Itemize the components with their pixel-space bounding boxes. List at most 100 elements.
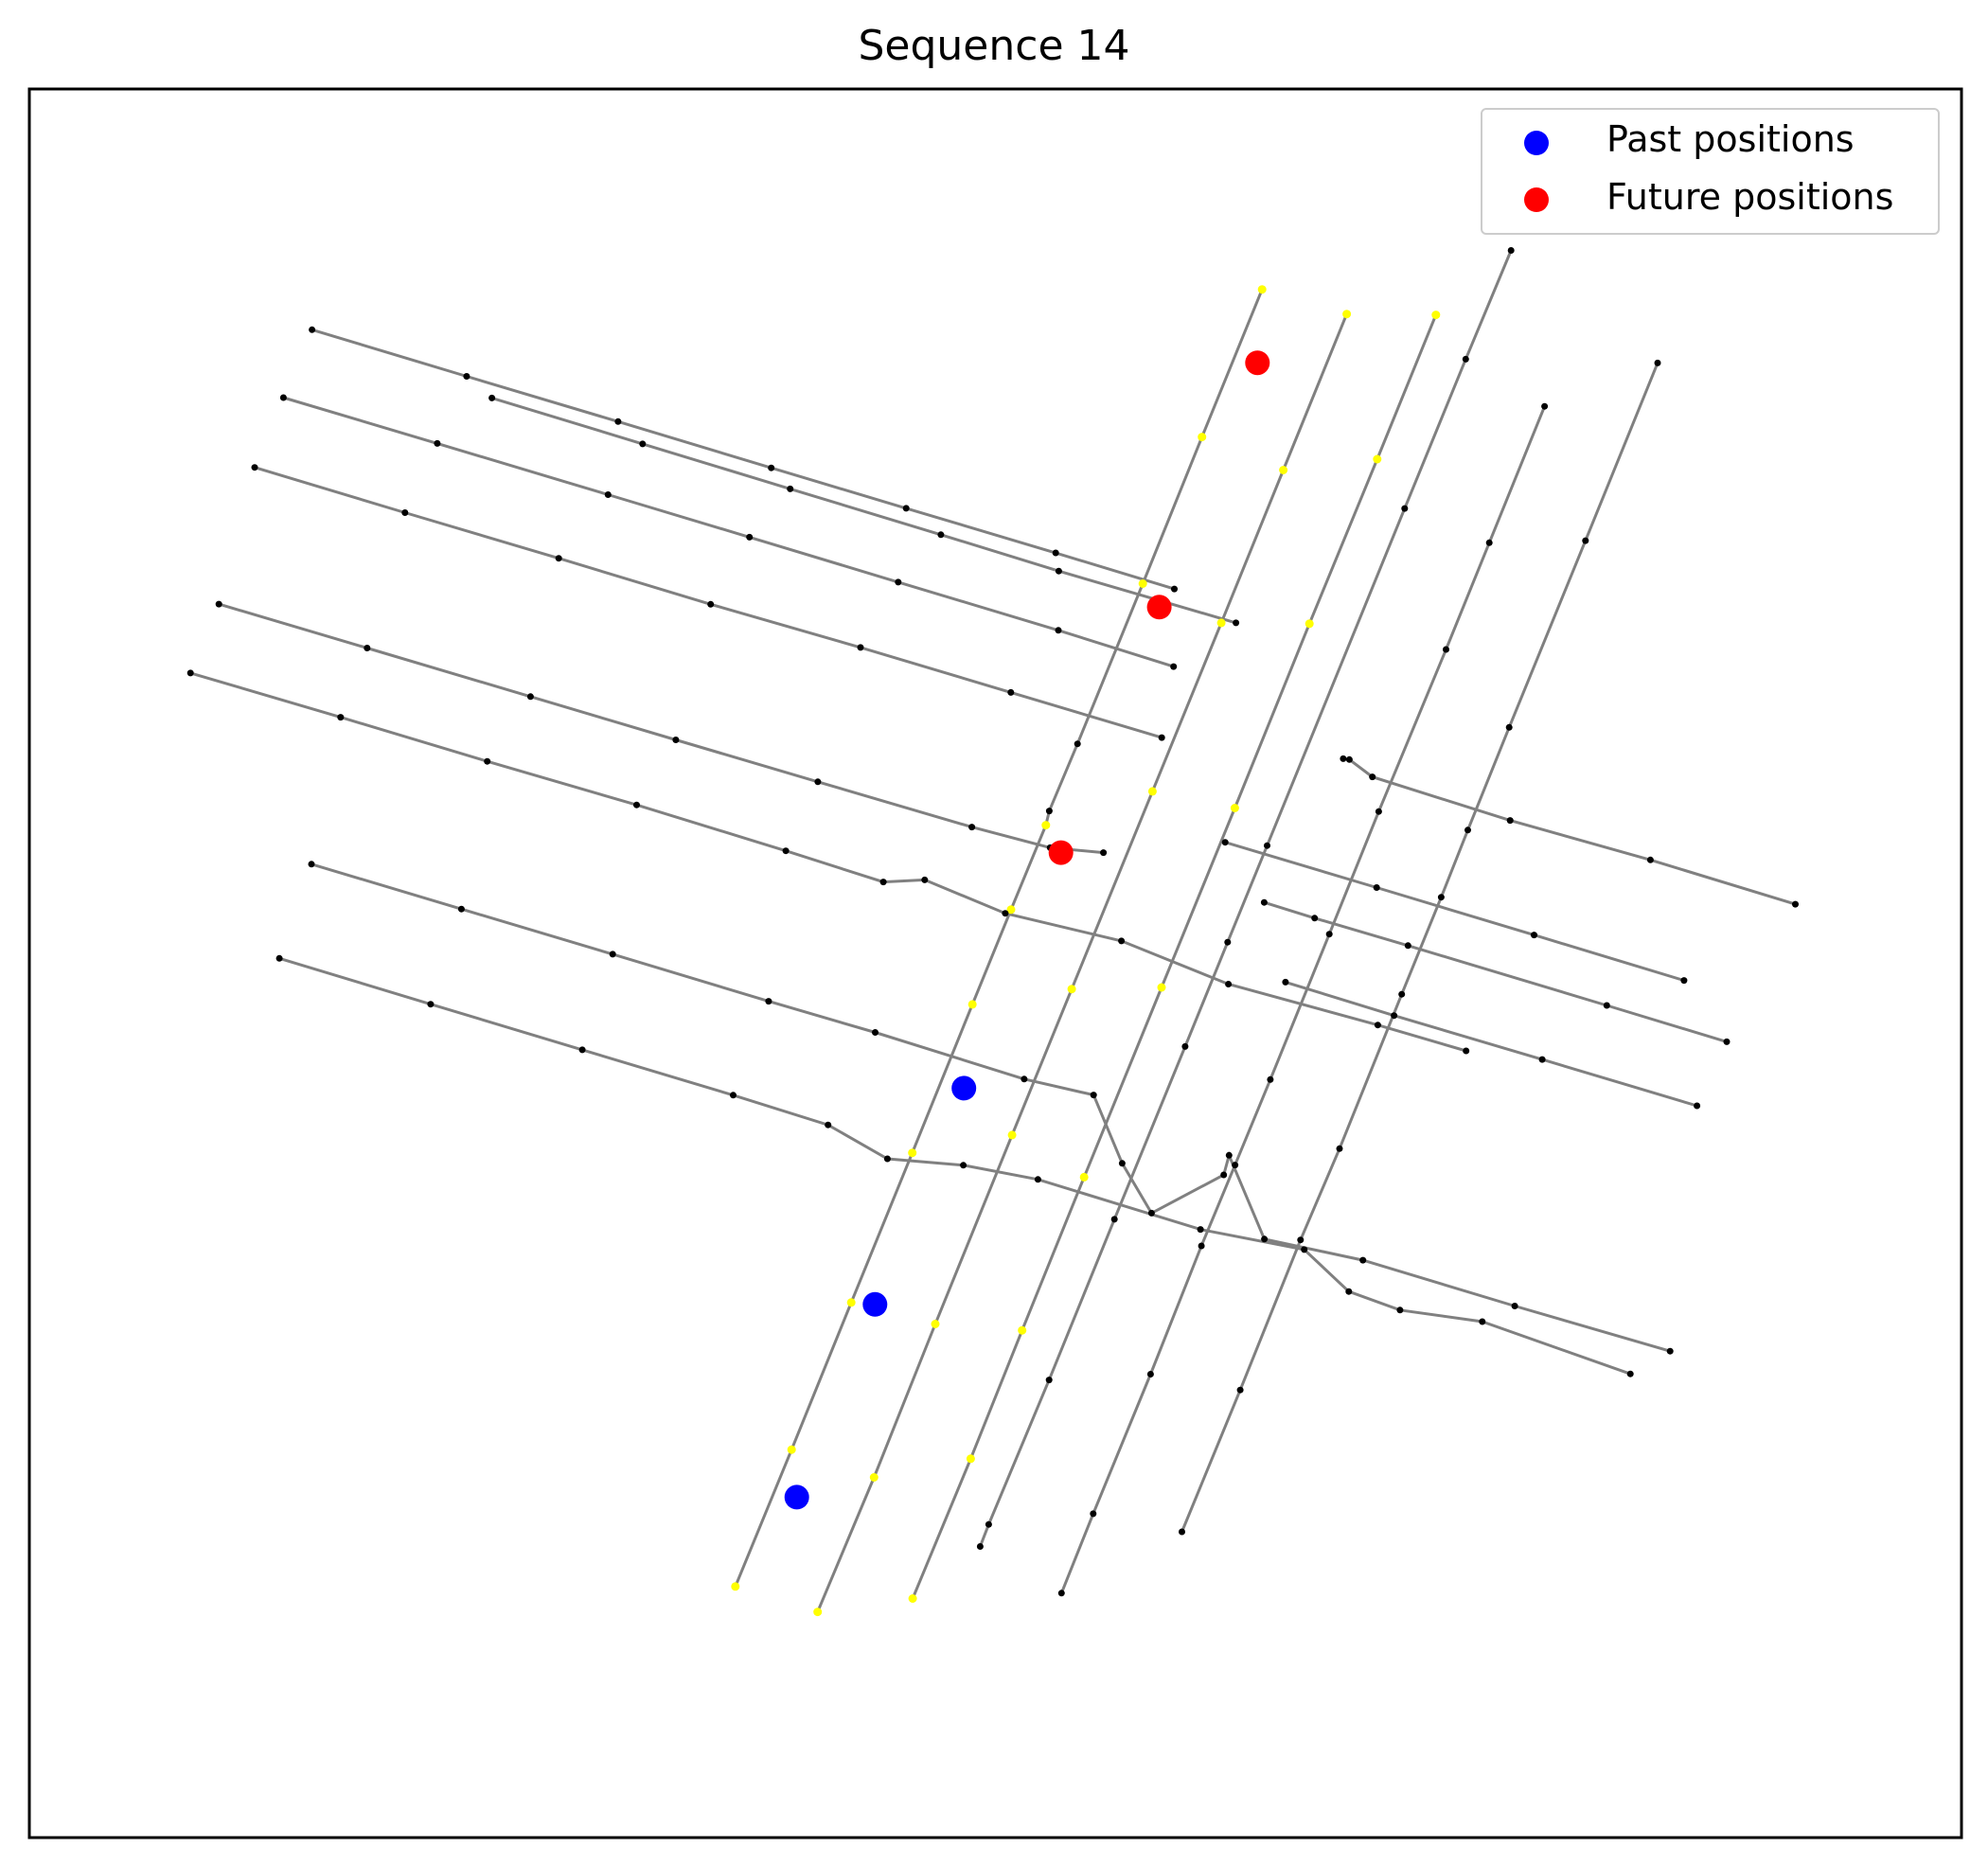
- lane-point-yellow: [1431, 311, 1441, 320]
- lane-point: [526, 693, 534, 701]
- lane-point: [765, 998, 772, 1005]
- legend-box: [1481, 108, 1940, 235]
- lane-point: [279, 394, 287, 401]
- lane-point: [1147, 1209, 1155, 1217]
- lane-point: [1654, 359, 1661, 366]
- lane-point: [1680, 977, 1688, 985]
- lane-point: [488, 394, 496, 401]
- lane-point-yellow: [1067, 985, 1076, 994]
- lane-point: [1232, 1162, 1239, 1169]
- lane-point: [1197, 1226, 1204, 1234]
- lane-point: [1374, 1022, 1381, 1029]
- lane-point: [1507, 247, 1515, 254]
- chart-title: Sequence 14: [858, 22, 1129, 70]
- lane-point: [1007, 688, 1015, 696]
- lane-point-yellow: [967, 1000, 977, 1009]
- lane-point: [1090, 1510, 1097, 1518]
- lane-point: [364, 645, 371, 651]
- lane-point: [746, 533, 754, 541]
- lane-point: [1301, 1246, 1308, 1253]
- lane-point: [1118, 937, 1126, 945]
- lane-line-6: [1180, 362, 1660, 1533]
- lane-point: [434, 439, 441, 447]
- cross-lane-line-9: [1224, 841, 1685, 983]
- lane-line-4: [979, 249, 1513, 1548]
- lane-point: [985, 1520, 992, 1528]
- lane-point: [1462, 355, 1469, 363]
- lane-point: [960, 1162, 967, 1169]
- lane-point: [1224, 938, 1232, 946]
- lane-point: [1118, 1160, 1126, 1167]
- legend-marker-past: [1524, 131, 1549, 155]
- lane-point: [1221, 839, 1229, 846]
- lane-point: [1002, 910, 1009, 917]
- lane-point: [1146, 1371, 1154, 1377]
- past-position-marker: [784, 1484, 809, 1510]
- lane-point: [902, 505, 910, 512]
- lane-point: [604, 491, 612, 498]
- lane-point: [1282, 978, 1289, 986]
- lane-point: [484, 757, 491, 765]
- lane-point: [1055, 567, 1062, 575]
- lane-point: [614, 418, 622, 425]
- lane-point: [707, 600, 715, 608]
- lane-point-yellow: [908, 1148, 917, 1158]
- future-position-marker: [1146, 595, 1172, 620]
- lane-point: [1181, 1042, 1189, 1050]
- lane-point: [555, 555, 562, 562]
- lane-point: [633, 801, 640, 809]
- lane-point: [609, 951, 616, 958]
- lane-point: [1297, 1236, 1305, 1244]
- lane-point: [730, 1092, 737, 1099]
- lane-point: [1626, 1370, 1634, 1377]
- lane-point: [1666, 1347, 1674, 1355]
- lane-point-yellow: [1007, 1130, 1017, 1140]
- lane-point: [937, 531, 945, 539]
- lane-point: [1369, 773, 1376, 781]
- cross-lane-line-5: [218, 602, 1104, 855]
- trajectory-markers: [784, 350, 1270, 1510]
- lane-point: [976, 1543, 984, 1550]
- lane-point-yellow: [1041, 821, 1051, 830]
- lane-point: [1506, 817, 1514, 825]
- lane-point: [1052, 549, 1059, 557]
- lane-point-yellow: [813, 1608, 823, 1617]
- lane-point: [1603, 1002, 1610, 1009]
- lane-point: [1236, 1386, 1244, 1394]
- lane-point: [1158, 734, 1165, 741]
- lane-point: [1345, 755, 1353, 763]
- lane-point: [825, 1121, 832, 1128]
- lane-point-yellow: [869, 1473, 879, 1482]
- lane-point: [1396, 1306, 1404, 1314]
- lane-point: [814, 778, 822, 786]
- lane-point: [275, 954, 283, 962]
- cross-lane-line-8: [278, 956, 1631, 1376]
- lane-point: [1171, 585, 1178, 593]
- cross-lane-line-1: [491, 396, 1237, 625]
- lane-point-yellow: [908, 1594, 917, 1603]
- lane-point-yellow: [1138, 579, 1147, 588]
- lane-point: [1375, 808, 1382, 815]
- lane-point: [787, 485, 794, 492]
- lane-point-yellow: [1147, 787, 1157, 796]
- lane-point: [1110, 1216, 1118, 1223]
- lane-point: [1260, 898, 1268, 906]
- lane-point: [1220, 1171, 1228, 1179]
- lane-point: [672, 737, 680, 743]
- lane-point: [401, 509, 409, 516]
- future-position-marker: [1245, 350, 1270, 376]
- lane-point-yellow: [731, 1582, 740, 1591]
- legend-label-future: Future positions: [1606, 176, 1893, 218]
- lane-point: [1479, 1318, 1486, 1325]
- lane-point: [427, 1001, 435, 1008]
- lane-point: [1100, 849, 1108, 857]
- lane-point: [1404, 942, 1411, 950]
- lane-point: [895, 578, 902, 586]
- lane-point: [1359, 1256, 1367, 1264]
- lane-point: [337, 714, 345, 721]
- lane-point: [1045, 808, 1053, 815]
- lane-point: [1646, 856, 1654, 863]
- legend: Past positions Future positions: [1481, 108, 1940, 235]
- lane-point: [1511, 1303, 1518, 1309]
- lane-line-1: [734, 289, 1264, 1588]
